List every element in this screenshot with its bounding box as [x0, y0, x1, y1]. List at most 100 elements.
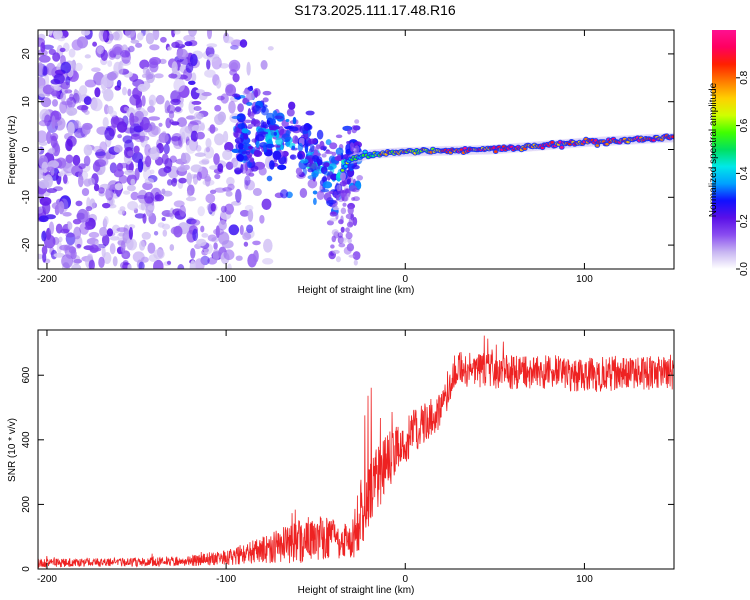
spectrogram-cell — [177, 263, 185, 269]
spectrogram-cell — [340, 189, 346, 194]
spectrogram-cell — [249, 113, 255, 119]
spectrogram-cell — [139, 240, 146, 251]
spectrogram-cell — [219, 62, 229, 69]
spectrogram-cell — [233, 160, 243, 171]
spectrogram-cell — [292, 116, 297, 125]
spectrogram-cell — [197, 206, 205, 217]
spectrogram-cell — [261, 198, 272, 210]
spectrogram-cell — [145, 32, 155, 45]
spectrogram-cell — [335, 134, 343, 139]
spectrogram-cell — [316, 190, 325, 201]
spectrogram-cell — [243, 133, 249, 140]
spectrogram-cell — [157, 222, 165, 228]
x-tick-label: 100 — [576, 274, 593, 285]
spectrogram-cell — [330, 211, 337, 215]
spectrogram-cell — [312, 190, 318, 195]
spectrogram-cell — [164, 100, 171, 114]
spectrogram-cell — [84, 54, 91, 59]
spectrogram-cell — [83, 96, 92, 106]
spectrogram-cell — [281, 150, 289, 157]
spectrogram-cell — [179, 205, 186, 217]
spectrogram-cell — [352, 251, 361, 261]
spectrogram-cell — [195, 89, 205, 94]
spectrogram-cell — [239, 209, 250, 217]
spectrogram-cell — [207, 234, 217, 242]
spectrogram-cell — [215, 225, 220, 239]
spectrogram-cell — [52, 52, 61, 62]
spectrogram-cell — [155, 94, 165, 105]
spectrogram-cell — [74, 62, 83, 72]
spectrogram-cell — [122, 86, 127, 96]
spectrogram-cell — [113, 144, 123, 153]
spectrogram-cell — [72, 218, 82, 225]
spectrogram-cell — [252, 250, 259, 263]
spectrogram-cell — [40, 97, 52, 108]
spectrogram-cell — [122, 260, 129, 266]
spectrogram-cell — [139, 59, 150, 70]
spectrogram-cell — [153, 249, 165, 260]
colorbar-tick-label: 0.0 — [739, 262, 750, 276]
colorbar-ticks: 0.0 0.2 0.4 0.6 0.8 — [736, 70, 750, 276]
spectrogram-cell — [206, 59, 211, 70]
spectrogram-cell — [166, 260, 172, 265]
spectrogram-cell — [103, 88, 114, 102]
spectrogram-cell — [153, 231, 159, 236]
spectrogram-cell — [273, 131, 277, 136]
spectrogram-cell — [38, 179, 50, 189]
spectrogram-cell — [351, 164, 360, 170]
spectrogram-cell — [227, 183, 235, 191]
spectrogram-cell — [107, 60, 113, 67]
spectrogram-cell — [148, 116, 161, 121]
spectrogram-cell — [87, 253, 93, 261]
spectrogram-cell — [246, 102, 253, 106]
spectrogram-cell — [84, 79, 97, 88]
y-tick-label: 0 — [21, 566, 32, 572]
spectrogram-cell — [179, 101, 184, 108]
y-tick-label: 200 — [21, 496, 32, 513]
spectrogram-cell — [212, 248, 220, 262]
spectrogram-cell — [136, 32, 144, 41]
spectrogram-cell — [222, 130, 229, 143]
spectrogram-cell — [133, 145, 140, 154]
spectrogram-cell — [55, 223, 63, 234]
spectrogram-cell — [59, 100, 68, 114]
spectrogram-cell — [605, 142, 609, 146]
spectrogram-cell — [363, 150, 367, 154]
spectrogram-cell — [331, 229, 339, 236]
spectrogram-cell — [226, 176, 235, 186]
spectrogram-cell — [209, 124, 216, 134]
spectrogram-cell — [227, 263, 232, 269]
spectrogram-cell — [269, 160, 275, 170]
spectrogram-cell — [241, 128, 249, 134]
spectrogram-cell — [252, 240, 261, 246]
spectrogram-cell — [247, 123, 254, 128]
spectrogram-cell — [53, 252, 66, 258]
spectrogram-cell — [101, 234, 110, 247]
spectrogram-cell — [73, 258, 83, 264]
spectrogram-cell — [161, 153, 169, 165]
spectrogram-cell — [39, 196, 52, 206]
spectrogram-cell — [38, 206, 43, 214]
spectrogram-cell — [225, 190, 233, 197]
spectrogram-cell — [96, 45, 104, 55]
spectrogram-cell — [64, 89, 73, 94]
spectrogram-cell — [123, 106, 129, 112]
spectrogram-cell — [109, 110, 118, 118]
spectrogram-cell — [168, 73, 178, 79]
spectrogram-cell — [169, 119, 174, 124]
spectrogram-cell — [277, 164, 287, 171]
spectrogram-cell — [66, 96, 77, 109]
spectrogram-cell — [329, 217, 338, 222]
spectrogram-cell — [145, 68, 151, 81]
spectrogram-cell — [332, 249, 340, 254]
spectrogram-cell — [128, 224, 136, 229]
spectrogram-cell — [121, 44, 128, 52]
spectrogram-cell — [147, 205, 155, 211]
spectrogram-cell — [161, 217, 166, 222]
spectrogram-cell — [275, 137, 284, 146]
spectrogram-cell — [185, 196, 197, 202]
spectrogram-cell — [129, 94, 141, 106]
spectrogram-cell — [223, 36, 234, 44]
spectrogram-cell — [193, 105, 202, 112]
spectrogram-cell — [48, 30, 53, 37]
